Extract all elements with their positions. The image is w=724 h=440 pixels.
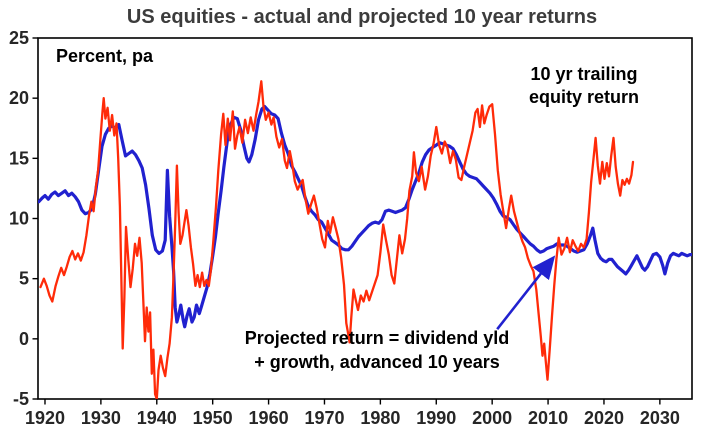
- y-tick-label: 0: [19, 329, 29, 349]
- y-tick-label: 25: [9, 28, 29, 48]
- y-tick-label: 5: [19, 269, 29, 289]
- y-tick-label: 10: [9, 209, 29, 229]
- projected-series-label: Projected return = dividend yld + growth…: [245, 326, 510, 374]
- actual-series-label-line2: equity return: [528, 87, 640, 107]
- actual-series-label-line1: 10 yr trailing: [530, 64, 638, 84]
- projected-line: [38, 104, 692, 329]
- actual-line: [39, 80, 635, 399]
- projected-series-label-line1: Projected return = dividend yld: [244, 328, 510, 348]
- unit-label: Percent, pa: [56, 46, 154, 66]
- x-tick-label: 2020: [584, 408, 624, 428]
- x-tick-label: 1970: [304, 408, 344, 428]
- projected-series-label-line2: + growth, advanced 10 years: [254, 352, 500, 372]
- projected-label-arrow: [496, 255, 556, 331]
- x-tick-label: 2030: [640, 408, 680, 428]
- x-tick-label: 1920: [25, 408, 65, 428]
- actual-series-label: 10 yr trailing equity return: [529, 63, 639, 109]
- chart-title: US equities - actual and projected 10 ye…: [126, 6, 598, 28]
- x-tick-label: 1980: [360, 408, 400, 428]
- x-tick-label: 2000: [472, 408, 512, 428]
- x-tick-label: 2010: [528, 408, 568, 428]
- y-tick-label: 20: [9, 88, 29, 108]
- y-tick-label: -5: [13, 389, 29, 409]
- x-tick-label: 1990: [416, 408, 456, 428]
- y-tick-label: 15: [9, 148, 29, 168]
- x-tick-label: 1950: [193, 408, 233, 428]
- x-tick-label: 1940: [137, 408, 177, 428]
- x-tick-label: 1960: [249, 408, 289, 428]
- x-tick-label: 1930: [81, 408, 121, 428]
